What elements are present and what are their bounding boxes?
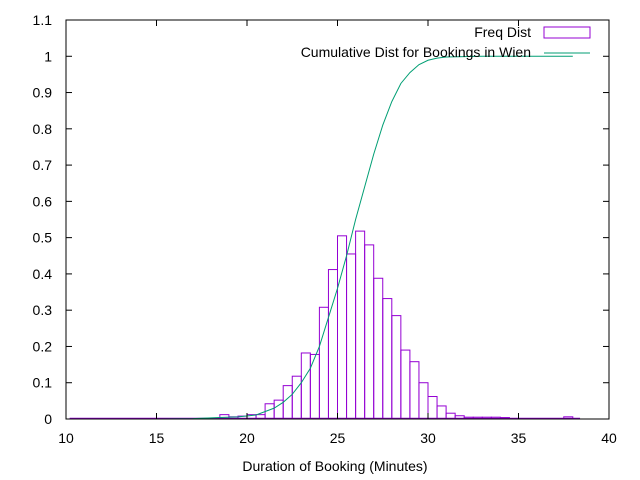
histogram-bar — [355, 230, 366, 420]
x-axis-label: Duration of Booking (Minutes) — [242, 458, 427, 474]
x-tick-label: 35 — [511, 430, 527, 446]
histogram-bar — [418, 382, 429, 420]
histogram-bar — [291, 375, 302, 420]
histogram-bar — [391, 315, 402, 420]
y-tick-label: 0.6 — [33, 193, 53, 209]
y-tick-label: 1 — [44, 48, 52, 64]
histogram-bar — [427, 396, 438, 420]
y-tick-label: 0.2 — [33, 338, 53, 354]
x-tick-label: 30 — [420, 430, 436, 446]
histogram-bar — [436, 405, 447, 420]
histogram-bar — [400, 349, 411, 420]
x-tick-label: 40 — [601, 430, 617, 446]
histogram-bar — [300, 352, 311, 420]
y-tick-label: 0.4 — [33, 266, 53, 282]
legend: Freq Dist Cumulative Dist for Bookings i… — [301, 24, 591, 60]
axes: 10 15 20 25 30 35 40 0 0.1 0.2 0.3 0.4 0.5 0.6 0.7 0.8 0… — [33, 12, 617, 446]
histogram-bar — [364, 244, 375, 420]
cumulative-line — [69, 55, 573, 420]
legend-cumulative-label: Cumulative Dist for Bookings in Wien — [301, 44, 531, 60]
legend-freq-label: Freq Dist — [474, 24, 531, 40]
x-tick-label: 10 — [58, 430, 74, 446]
y-tick-label: 0.9 — [33, 85, 53, 101]
histogram-bar — [282, 385, 293, 420]
x-tick-label: 25 — [330, 430, 346, 446]
histogram-bar — [409, 361, 420, 420]
legend-freq-swatch — [543, 26, 591, 39]
x-tick-label: 15 — [149, 430, 165, 446]
freq-dist-bars — [69, 230, 581, 420]
histogram-bar — [382, 298, 393, 420]
x-tick-label: 20 — [239, 430, 255, 446]
y-tick-label: 0.5 — [33, 230, 53, 246]
histogram-bar — [318, 306, 329, 420]
histogram-bar — [346, 253, 357, 420]
y-tick-label: 0.1 — [33, 375, 53, 391]
y-tick-label: 1.1 — [33, 12, 53, 28]
y-tick-label: 0 — [44, 411, 52, 427]
histogram-bar — [373, 277, 384, 420]
y-tick-label: 0.8 — [33, 121, 53, 137]
y-tick-label: 0.3 — [33, 302, 53, 318]
histogram-bar — [337, 235, 348, 420]
y-tick-label: 0.7 — [33, 157, 53, 173]
